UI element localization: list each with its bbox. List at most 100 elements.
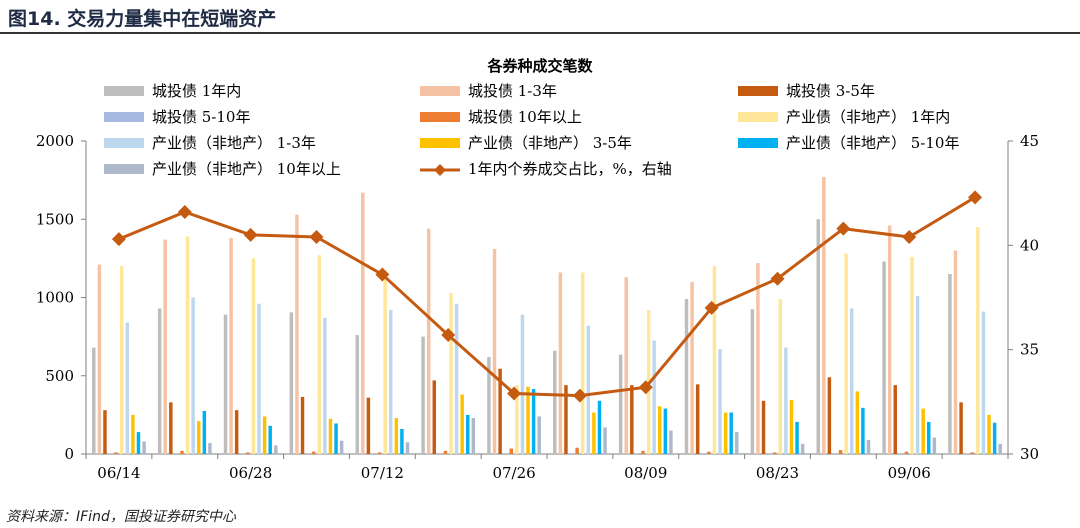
bar: [658, 406, 662, 454]
bar: [366, 397, 371, 454]
y2-tick-label: 30: [1020, 445, 1039, 463]
bar: [492, 248, 497, 454]
line-point: [836, 221, 851, 236]
figure-title: 图14. 交易力量集中在短端资产: [8, 8, 277, 30]
bar: [718, 349, 722, 454]
bar: [822, 177, 826, 454]
bar: [750, 309, 755, 454]
bar: [509, 448, 514, 454]
legend-swatch: [104, 164, 144, 174]
source-note: 资料来源：IFind，国投证券研究中心: [6, 509, 236, 525]
y-tick-label: 1000: [36, 289, 74, 307]
bar: [816, 219, 820, 454]
bar: [618, 354, 623, 454]
y-tick-label: 0: [64, 445, 74, 463]
bar: [827, 377, 832, 454]
bar: [108, 453, 113, 454]
bar: [910, 256, 914, 454]
bar: [443, 450, 448, 454]
bar: [712, 266, 717, 454]
line-point: [177, 204, 192, 219]
legend-label: 产业债（非地产） 10年以上: [152, 160, 341, 178]
x-tick-label: 07/12: [361, 464, 404, 482]
legend-swatch: [104, 86, 144, 96]
legend-label: 城投债 5-10年: [152, 108, 250, 126]
line-point: [507, 386, 522, 401]
bar: [191, 297, 195, 454]
bar: [663, 408, 668, 454]
bar: [844, 253, 848, 454]
bar: [208, 443, 212, 454]
line-point: [111, 232, 126, 247]
line-point: [638, 380, 653, 395]
legend-label: 产业债（非地产） 5-10年: [786, 134, 959, 152]
bar: [361, 192, 365, 454]
bar: [400, 428, 404, 454]
bar: [487, 356, 491, 454]
bar: [624, 277, 628, 454]
bar: [503, 453, 508, 454]
bar: [323, 317, 327, 454]
bar: [426, 228, 431, 454]
bar: [531, 389, 536, 454]
legend-swatch: [738, 86, 778, 96]
x-tick-label: 06/14: [97, 464, 140, 482]
x-tick-label: 06/28: [229, 464, 272, 482]
bar: [784, 347, 788, 454]
bar: [887, 225, 892, 454]
bar: [114, 452, 118, 454]
bar: [268, 425, 272, 454]
bar: [202, 410, 207, 454]
bar: [695, 384, 700, 454]
y2-tick-label: 45: [1020, 132, 1039, 150]
bar: [119, 266, 124, 454]
bar: [729, 412, 733, 454]
bar: [970, 452, 975, 454]
axes: 0 500 1000 1500 2000 30 35 40 45 06/14 06/28 07/12 0…: [36, 132, 1039, 482]
bar: [421, 336, 425, 455]
line-point: [770, 271, 785, 286]
legend-swatch: [738, 112, 778, 122]
bar: [630, 385, 634, 454]
bar: [701, 453, 705, 454]
line-point: [375, 267, 390, 282]
bar: [893, 385, 897, 454]
legend-label: 产业债（非地产） 1-3年: [152, 134, 316, 152]
bar: [575, 447, 579, 454]
bar: [795, 421, 799, 454]
bar: [833, 453, 837, 454]
x-tick-label: 08/09: [624, 464, 667, 482]
bar: [471, 418, 476, 454]
bar: [334, 423, 338, 454]
bar: [948, 274, 952, 454]
bar: [229, 238, 233, 454]
bar: [92, 347, 96, 454]
legend-label: 产业债（非地产） 3-5年: [468, 134, 632, 152]
bar: [295, 214, 299, 454]
line-point: [704, 300, 719, 315]
y-tick-label: 1500: [36, 210, 74, 228]
bar: [449, 292, 453, 454]
bar: [328, 418, 333, 454]
line-point: [309, 229, 324, 244]
bar: [498, 368, 502, 454]
bar: [185, 236, 190, 454]
bar: [800, 443, 805, 454]
bar: [959, 402, 963, 454]
legend-swatch: [104, 112, 144, 122]
legend-label: 1年内个券成交占比，%，右轴: [468, 160, 672, 178]
bar: [466, 414, 470, 455]
line-point: [572, 388, 587, 403]
bar: [405, 442, 410, 454]
chart-title: 各券种成交笔数: [486, 57, 593, 75]
bar: [641, 450, 645, 454]
bar: [707, 451, 711, 454]
bar: [850, 308, 854, 454]
bar: [899, 453, 903, 454]
ratio-line-path: [118, 196, 976, 398]
legend-swatch: [738, 138, 778, 148]
bar: [339, 440, 344, 454]
legend-line-marker: [434, 164, 446, 176]
